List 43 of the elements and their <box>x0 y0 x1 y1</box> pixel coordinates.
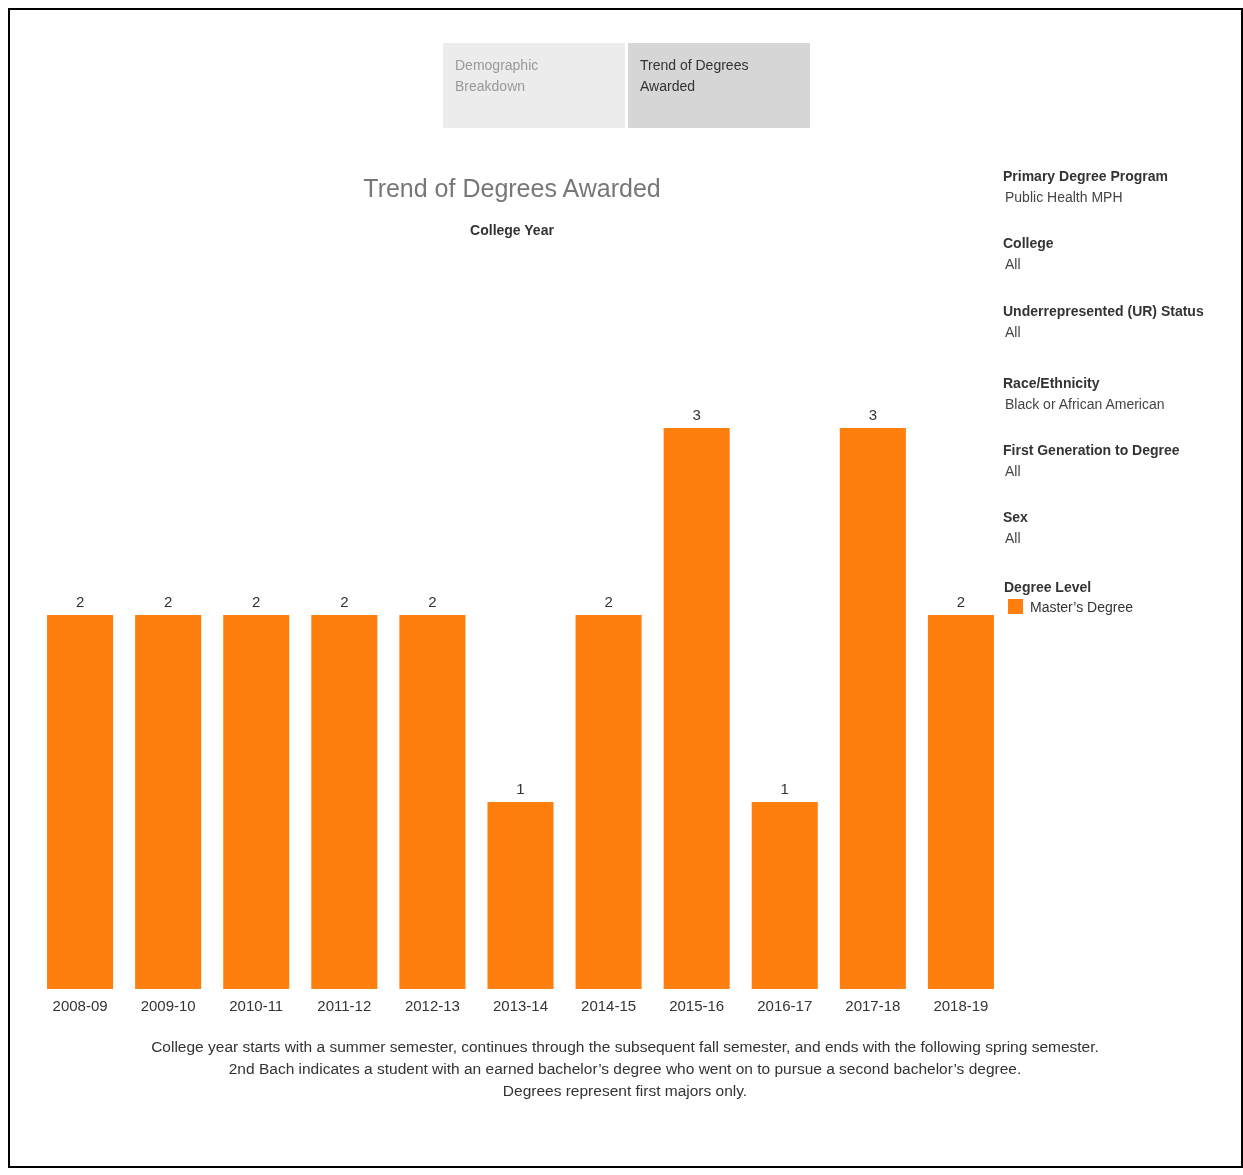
x-tick-label: 2012-13 <box>404 997 460 1014</box>
x-tick-label: 2014-15 <box>581 997 637 1014</box>
text: Race/Ethnicity <box>1003 375 1100 391</box>
chart-subtitle: College Year <box>470 222 555 238</box>
text: 2nd Bach indicates a student with an earned bachelor’s degree who went on to pursue a second bachelor’s degree. <box>228 1060 1022 1077</box>
data-label: 1 <box>516 780 525 797</box>
text: All <box>1005 530 1021 546</box>
text: Public Health MPH <box>1005 189 1123 205</box>
data-label: 2 <box>163 593 173 610</box>
text: Black or African American <box>1005 396 1165 412</box>
legend-label: Master’s Degree <box>1030 599 1134 615</box>
x-tick-label: 2013-14 <box>492 997 549 1014</box>
text: College <box>1003 235 1054 251</box>
text: Demographic Breakdown <box>455 57 539 94</box>
chart-title: Trend of Degrees Awarded <box>363 174 661 202</box>
data-label: 2 <box>604 593 613 610</box>
x-tick-label: 2008-09 <box>52 997 108 1014</box>
x-tick-label: 2015-16 <box>669 997 725 1014</box>
text: Trend of Degrees Awarded <box>640 57 749 94</box>
text: All <box>1005 324 1021 340</box>
data-label: 1 <box>780 780 789 797</box>
x-tick-label: 2018-19 <box>933 997 989 1014</box>
data-label: 2 <box>956 593 966 610</box>
x-tick-label: 2011-12 <box>317 997 372 1014</box>
text: All <box>1005 256 1021 272</box>
annotation: Sex <box>1003 509 1029 525</box>
text: Degrees represent first majors only. <box>502 1082 748 1099</box>
data-label: 2 <box>75 593 85 610</box>
x-tick-label: 2017-18 <box>845 997 901 1014</box>
annotation: First Generation to Degree <box>1003 442 1180 458</box>
data-label: 3 <box>868 406 878 423</box>
data-label: 2 <box>428 593 437 610</box>
text: College year starts with a summer semester, continues through the subsequent fall semester, and ends with the following spring semester. <box>151 1038 1099 1055</box>
legend-title: Degree Level <box>1004 579 1092 595</box>
data-label: 2 <box>252 593 261 610</box>
data-label: 2 <box>340 593 349 610</box>
text: Underrepresented (UR) Status <box>1003 303 1204 319</box>
x-tick-label: 2009-10 <box>140 997 196 1014</box>
data-label: 3 <box>692 406 701 423</box>
x-tick-label: 2016-17 <box>757 997 813 1014</box>
text: All <box>1005 463 1021 479</box>
text: Primary Degree Program <box>1003 168 1168 184</box>
x-tick-label: 2010-11 <box>229 997 284 1014</box>
